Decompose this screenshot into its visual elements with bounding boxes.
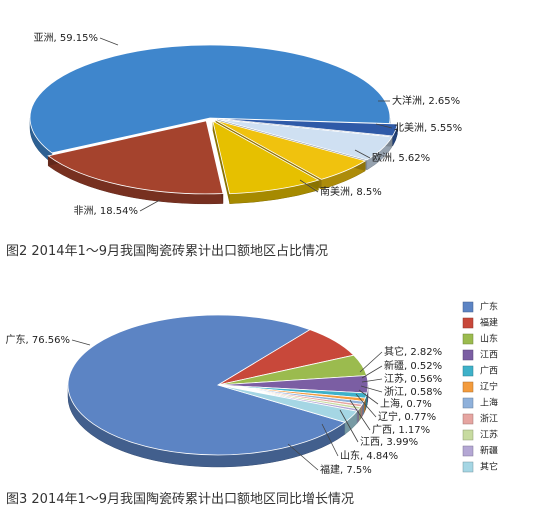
data-label-europe: 欧洲, 5.62%	[372, 152, 430, 164]
figure-caption-2: 图2 2014年1～9月我国陶瓷砖累计出口额地区占比情况	[6, 244, 329, 259]
pie-slice-europe	[215, 119, 367, 180]
pie-chart-growth-share: 广东, 76.56% 其它, 2.82%新疆, 0.52%江苏, 0.56%浙江,…	[6, 314, 442, 476]
legend-label-shanghai: 上海	[480, 397, 498, 409]
data-label-jiangxi: 江西, 3.99%	[360, 436, 418, 448]
leader-line-guangxi	[349, 399, 371, 431]
data-label-fujian: 福建, 7.5%	[320, 463, 372, 476]
leader-line-zhejiang	[360, 385, 383, 393]
legend-swatch-guangdong	[462, 301, 474, 313]
pie-cut-south-america	[212, 121, 230, 204]
pie-chart-export-share: 亚洲, 59.15% 大洋洲, 2.65% 北美洲, 5.55% 欧洲, 5.62% 南…	[29, 32, 462, 217]
legend-swatch-shandong	[462, 333, 474, 345]
data-label-other: 其它, 2.82%	[384, 345, 442, 358]
legend-label-jiangsu: 江苏	[480, 429, 498, 441]
legend-label-other: 其它	[480, 461, 498, 473]
figure-caption-3: 图3 2014年1～9月我国陶瓷砖累计出口额地区同比增长情况	[6, 492, 355, 507]
legend-label-xinjiang: 新疆	[480, 445, 498, 457]
leader-line-other	[359, 351, 383, 373]
data-label-liaoning: 辽宁, 0.77%	[378, 410, 436, 423]
legend-swatch-other	[462, 461, 474, 473]
legend-swatch-xinjiang	[462, 445, 474, 457]
data-label-north-america: 北美洲, 5.55%	[394, 121, 462, 134]
legend-swatch-liaoning	[462, 381, 474, 393]
leader-line-south-america	[299, 179, 319, 193]
legend-swatch-fujian	[462, 317, 474, 329]
pie-slice-south-america	[212, 120, 320, 195]
data-label-jiangsu: 江苏, 0.56%	[384, 372, 442, 385]
data-label-asia: 亚洲, 59.15%	[34, 32, 99, 44]
leader-line-north-america	[375, 123, 393, 129]
legend-swatch-jiangsu	[462, 429, 474, 441]
legend-label-liaoning: 辽宁	[480, 381, 498, 393]
legend-swatch-shanghai	[462, 397, 474, 409]
leader-line-jiangxi	[339, 409, 359, 443]
leader-line-africa	[139, 199, 161, 212]
data-label-shandong: 山东, 4.84%	[340, 449, 398, 462]
legend-swatch-zhejiang	[462, 413, 474, 425]
data-label-shanghai: 上海, 0.7%	[380, 397, 432, 410]
leader-line-jiangsu	[361, 378, 383, 383]
leader-line-shandong	[321, 423, 339, 457]
legend-label-guangxi: 广西	[480, 365, 498, 377]
leader-line-liaoning	[355, 393, 377, 418]
legend-label-jiangxi: 江西	[480, 350, 498, 361]
data-label-guangdong: 广东, 76.56%	[6, 333, 71, 346]
legend-swatch-guangxi	[462, 365, 474, 377]
pie-slice-oceania	[217, 118, 398, 137]
legend-label-shandong: 山东	[480, 333, 498, 345]
leader-line-asia	[99, 37, 119, 46]
leader-line-xinjiang	[361, 365, 383, 379]
leader-line-guangdong	[71, 339, 91, 346]
data-label-south-america: 南美洲, 8.5%	[320, 185, 382, 198]
data-label-zhejiang: 浙江, 0.58%	[384, 386, 442, 398]
pie-slice-other	[217, 384, 358, 423]
pie-slice-africa	[47, 120, 224, 195]
legend-label-guangdong: 广东	[480, 301, 498, 313]
data-label-africa: 非洲, 18.54%	[74, 205, 139, 217]
pie-slice-asia	[29, 44, 391, 154]
leader-line-shanghai	[358, 389, 379, 405]
data-label-guangxi: 广西, 1.17%	[372, 424, 430, 436]
data-label-oceania: 大洋洲, 2.65%	[392, 94, 460, 107]
leader-line-fujian	[287, 443, 319, 471]
leader-line-europe	[354, 149, 371, 159]
pie-slice-north-america	[217, 118, 393, 161]
legend-label-fujian: 福建	[480, 317, 498, 329]
legend-swatch-jiangxi	[462, 349, 474, 361]
data-label-xinjiang: 新疆, 0.52%	[384, 359, 442, 372]
legend-label-zhejiang: 浙江	[480, 413, 498, 425]
